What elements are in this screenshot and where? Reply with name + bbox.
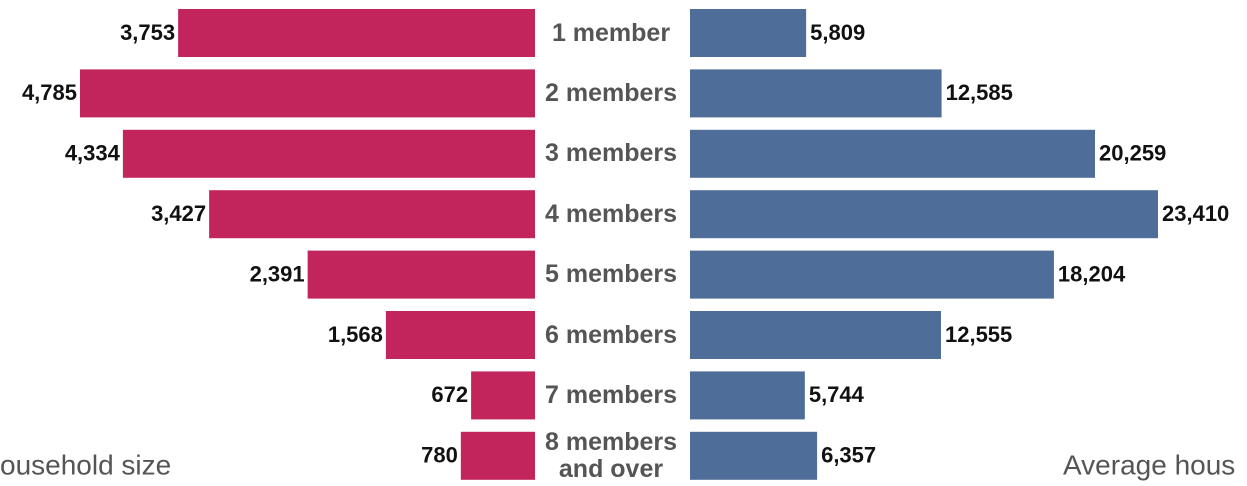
right-bar [690,250,1054,299]
right-value-label: 12,585 [946,80,1013,105]
left-value-label: 3,753 [120,20,175,45]
right-bar [690,9,807,57]
left-value-label: 4,785 [22,80,77,105]
right-value-label: 12,555 [945,322,1012,347]
left-value-label: 780 [421,443,458,468]
right-value-label: 6,357 [821,443,876,468]
left-bar [80,69,535,118]
left-value-label: 2,391 [250,261,305,286]
right-value-label: 5,809 [810,20,865,45]
category-label: 5 members [544,260,678,289]
left-value-label: 4,334 [65,141,121,166]
right-value-label: 5,744 [809,382,865,407]
category-label: 8 members and over [544,427,678,483]
right-caption: Average hous [1063,449,1235,480]
right-bar [690,190,1158,239]
category-label: 4 members [544,199,678,228]
right-bar [690,69,942,118]
left-bar [122,129,535,178]
left-bar [178,9,536,57]
left-bar [460,431,535,480]
right-value-label: 18,204 [1058,261,1126,286]
left-value-label: 672 [431,382,468,407]
category-label: 3 members [544,139,678,168]
left-caption: ousehold size [0,449,171,480]
right-value-label: 23,410 [1162,201,1229,226]
category-label: 6 members [544,320,678,349]
category-label: 1 member [551,18,671,47]
right-value-label: 20,259 [1099,141,1166,166]
left-bar [385,311,535,359]
left-value-label: 1,568 [328,322,383,347]
right-bar [690,371,805,420]
left-value-label: 3,427 [151,201,206,226]
right-bar [690,311,941,359]
category-label: 2 members [544,78,678,107]
left-bar [209,190,535,239]
left-bar [307,250,535,299]
category-label: 7 members [544,380,678,409]
right-bar [690,129,1096,178]
right-bar [690,431,818,480]
left-bar [471,371,535,420]
